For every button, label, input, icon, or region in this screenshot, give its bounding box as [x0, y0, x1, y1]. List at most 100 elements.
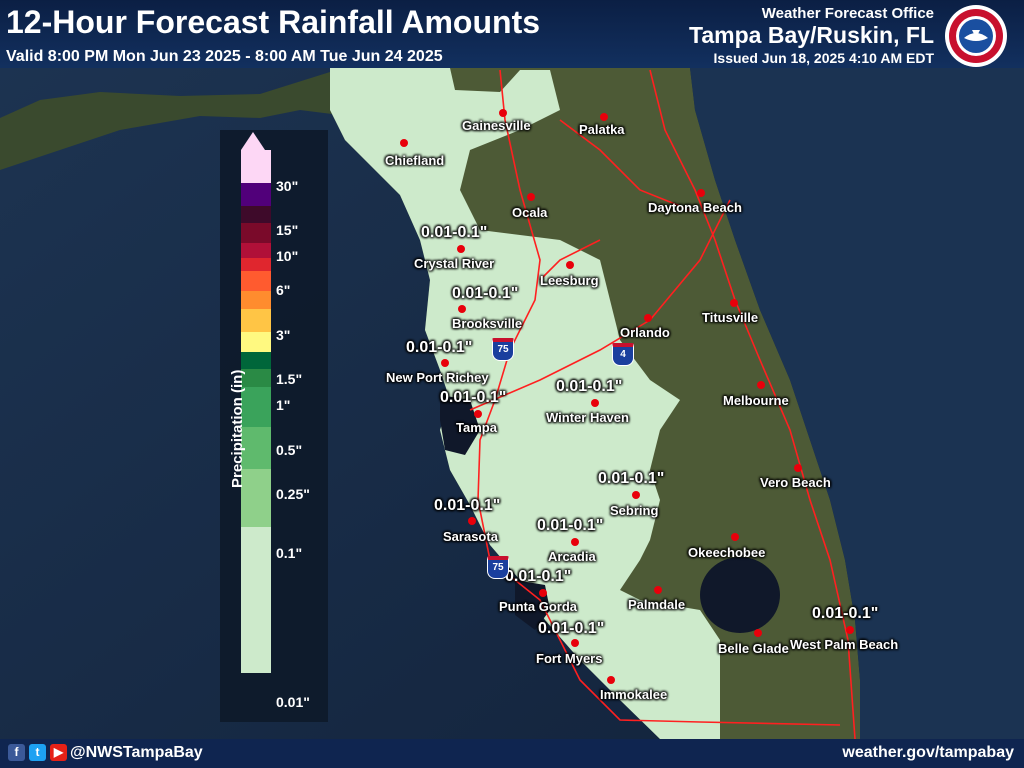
- city-label-winter-haven: Winter Haven: [546, 410, 629, 425]
- city-marker: [754, 629, 762, 637]
- city-marker: [644, 314, 652, 322]
- city-label-melbourne: Melbourne: [723, 393, 789, 408]
- twitter-icon[interactable]: t: [29, 744, 46, 761]
- rainfall-amount-label: 0.01-0.1": [537, 517, 604, 534]
- legend-panel: [220, 130, 328, 722]
- city-marker: [474, 410, 482, 418]
- rainfall-amount-label: 0.01-0.1": [812, 605, 879, 622]
- nws-logo-icon[interactable]: [944, 4, 1008, 68]
- page-title: 12-Hour Forecast Rainfall Amounts: [6, 4, 541, 40]
- legend-label: 0.1": [276, 545, 303, 561]
- city-marker: [731, 533, 739, 541]
- city-label-palmdale: Palmdale: [628, 597, 686, 612]
- city-marker: [458, 305, 466, 313]
- footer: f t ▶ @NWSTampaBay weather.gov/tampabay: [0, 739, 1024, 768]
- city-label-titusville: Titusville: [702, 310, 759, 325]
- website-link[interactable]: weather.gov/tampabay: [842, 744, 1014, 761]
- office-name: Tampa Bay/Ruskin, FL: [689, 22, 934, 48]
- city-marker: [600, 113, 608, 121]
- atlantic-water: [690, 68, 1024, 739]
- city-marker: [527, 193, 535, 201]
- legend-band: [241, 150, 271, 183]
- interstate-shield-icon: 75: [492, 338, 514, 361]
- city-label-gainesville: Gainesville: [462, 118, 531, 133]
- legend-band: [241, 243, 271, 258]
- city-marker: [468, 517, 476, 525]
- valid-period: Valid 8:00 PM Mon Jun 23 2025 - 8:00 AM …: [6, 48, 443, 65]
- legend-band: [241, 469, 271, 527]
- city-label-tampa: Tampa: [456, 420, 497, 435]
- legend-label: 3": [276, 327, 291, 343]
- rainfall-amount-label: 0.01-0.1": [556, 378, 623, 395]
- city-label-crystal-river: Crystal River: [414, 256, 495, 271]
- city-marker: [566, 261, 574, 269]
- legend-band: [241, 183, 271, 206]
- legend-band: [241, 309, 271, 332]
- city-marker: [632, 491, 640, 499]
- city-label-west-palm-beach: West Palm Beach: [790, 637, 899, 652]
- social-handle[interactable]: @NWSTampaBay: [70, 744, 203, 761]
- legend-label: 1": [276, 397, 291, 413]
- rainfall-amount-label: 0.01-0.1": [440, 389, 507, 406]
- city-marker: [697, 189, 705, 197]
- city-marker: [499, 109, 507, 117]
- legend-band: [241, 527, 271, 673]
- legend-label: 0.5": [276, 442, 303, 458]
- lake-okeechobee: [700, 557, 780, 633]
- city-marker: [457, 245, 465, 253]
- panhandle-land: [0, 68, 340, 170]
- city-label-vero-beach: Vero Beach: [760, 475, 831, 490]
- city-label-leesburg: Leesburg: [540, 273, 599, 288]
- legend-band: [241, 206, 271, 223]
- legend-title: Precipitation (in): [229, 369, 246, 488]
- legend-band: [241, 223, 271, 243]
- forecast-area: [330, 68, 720, 739]
- legend-band: [241, 369, 271, 387]
- legend-band: [241, 291, 271, 309]
- city-marker: [400, 139, 408, 147]
- rainfall-amount-label: 0.01-0.1": [452, 285, 519, 302]
- legend-label: 0.25": [276, 486, 310, 502]
- legend-band: [241, 352, 271, 369]
- city-label-okeechobee: Okeechobee: [688, 545, 766, 560]
- header: 12-Hour Forecast Rainfall Amounts Valid …: [0, 0, 1024, 68]
- interstate-shield-icon: 75: [487, 556, 509, 579]
- legend-label: 10": [276, 248, 299, 264]
- legend-label: 30": [276, 178, 299, 194]
- city-label-sebring: Sebring: [610, 503, 659, 518]
- city-label-belle-glade: Belle Glade: [718, 641, 789, 656]
- city-label-fort-myers: Fort Myers: [536, 651, 603, 666]
- rainfall-amount-label: 0.01-0.1": [505, 568, 572, 585]
- city-marker: [571, 639, 579, 647]
- legend-label: 0.01": [276, 694, 310, 710]
- youtube-icon[interactable]: ▶: [50, 744, 67, 761]
- interstate-shield-icon: 4: [612, 343, 634, 366]
- facebook-icon[interactable]: f: [8, 744, 25, 761]
- issued-time: Issued Jun 18, 2025 4:10 AM EDT: [713, 50, 934, 66]
- city-marker: [571, 538, 579, 546]
- rainfall-amount-label: 0.01-0.1": [421, 224, 488, 241]
- city-marker: [730, 299, 738, 307]
- city-label-ocala: Ocala: [512, 205, 548, 220]
- city-marker: [607, 676, 615, 684]
- city-label-immokalee: Immokalee: [600, 687, 668, 702]
- city-marker: [539, 589, 547, 597]
- city-marker: [757, 381, 765, 389]
- roads: [469, 69, 856, 740]
- city-marker: [441, 359, 449, 367]
- legend-band: [241, 387, 271, 427]
- rainfall-amount-label: 0.01-0.1": [598, 470, 665, 487]
- rainfall-amount-label: 0.01-0.1": [434, 497, 501, 514]
- legend-colorbar: [241, 132, 271, 673]
- city-label-sarasota: Sarasota: [443, 529, 498, 544]
- city-label-daytona-beach: Daytona Beach: [648, 200, 742, 215]
- city-label-punta-gorda: Punta Gorda: [499, 599, 578, 614]
- city-label-new-port-richey: New Port Richey: [386, 370, 489, 385]
- office-subtitle: Weather Forecast Office: [761, 5, 934, 22]
- city-marker: [591, 399, 599, 407]
- rainfall-amount-label: 0.01-0.1": [538, 620, 605, 637]
- legend-label: 15": [276, 222, 299, 238]
- city-label-brooksville: Brooksville: [452, 316, 523, 331]
- city-label-arcadia: Arcadia: [548, 549, 596, 564]
